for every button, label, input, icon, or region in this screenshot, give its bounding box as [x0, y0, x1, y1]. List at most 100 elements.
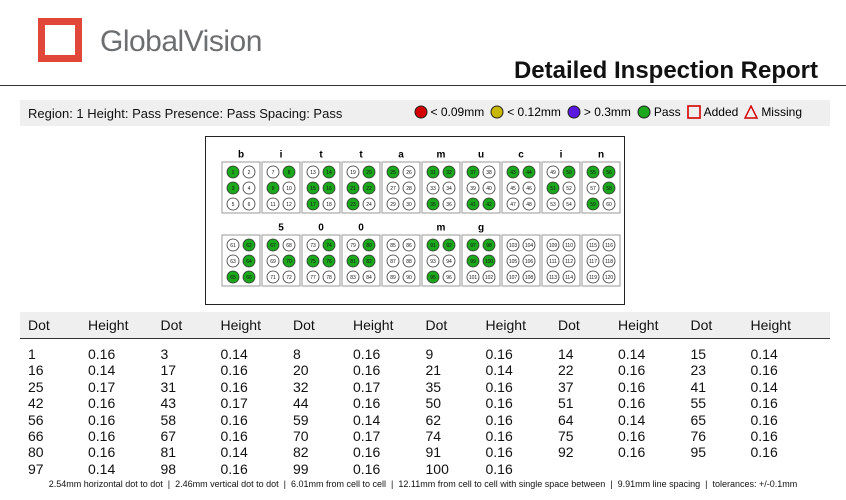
dot-number: 72	[286, 275, 292, 281]
braille-dot	[346, 238, 360, 252]
dot-cell: 98	[160, 460, 177, 477]
height-cell: 0.16	[353, 362, 381, 379]
braille-cell	[341, 234, 381, 287]
height-cell: 0.16	[220, 378, 248, 395]
dot-number: 25	[390, 170, 396, 176]
dot-number: 82	[366, 259, 372, 265]
dot-number: 18	[326, 202, 332, 208]
column-header: Height	[618, 317, 659, 333]
height-cell: 0.16	[618, 378, 646, 395]
height-cell: 0.14	[220, 444, 248, 461]
height-cell: 0.16	[88, 411, 116, 428]
height-cell: 0.16	[485, 460, 513, 477]
dot-number: 99	[470, 259, 476, 265]
dot-number: 111	[549, 259, 557, 265]
braille-cell	[541, 161, 581, 214]
legend-label: Missing	[761, 105, 802, 119]
braille-dot	[266, 197, 280, 211]
dot-number: 7	[272, 170, 275, 176]
height-cell: 0.14	[353, 411, 381, 428]
dot-cell: 31	[160, 378, 177, 395]
braille-dot	[442, 238, 456, 252]
height-cell: 0.16	[353, 395, 381, 412]
dot-cell: 20	[293, 362, 309, 379]
braille-dot	[546, 254, 560, 268]
braille-dot	[346, 181, 360, 195]
braille-dot	[306, 238, 320, 252]
dot-number: 81	[350, 259, 356, 265]
dot-number: 77	[310, 275, 316, 281]
legend-item: Pass	[637, 105, 681, 119]
braille-dot	[586, 181, 600, 195]
braille-dot	[562, 270, 576, 284]
braille-dot	[282, 254, 296, 268]
height-cell: 0.16	[750, 411, 778, 428]
braille-dot	[242, 270, 256, 284]
dot-number: 54	[566, 202, 572, 208]
legend-item: Added	[686, 105, 738, 119]
dot-number: 42	[486, 202, 492, 208]
braille-dot	[402, 254, 416, 268]
dot-cell: 58	[160, 411, 177, 428]
dot-number: 95	[430, 275, 436, 281]
height-cell: 0.16	[618, 362, 646, 379]
braille-cell	[261, 234, 301, 287]
braille-dot	[442, 197, 456, 211]
dot-number: 98	[486, 243, 492, 249]
braille-dot	[226, 238, 240, 252]
legend: < 0.09mm < 0.12mm > 0.3mm Pass Added Missing	[414, 105, 802, 119]
braille-dot	[242, 197, 256, 211]
dot-number: 80	[366, 243, 372, 249]
height-cell: 0.16	[220, 411, 248, 428]
column-header: Height	[88, 317, 129, 333]
dot-number: 88	[406, 259, 412, 265]
dot-number: 71	[270, 275, 276, 281]
legend-item: < 0.09mm	[414, 105, 484, 119]
dot-number: 69	[270, 259, 276, 265]
braille-cell	[381, 234, 421, 287]
dot-number: 2	[248, 170, 251, 176]
dot-number: 47	[510, 202, 516, 208]
braille-dot	[466, 254, 480, 268]
braille-cell	[221, 234, 261, 287]
dot-number: 11	[270, 202, 275, 208]
braille-dot	[586, 270, 600, 284]
braille-dot	[322, 270, 336, 284]
dot-cell: 44	[293, 395, 309, 412]
divider	[0, 85, 846, 86]
height-cell: 0.16	[88, 428, 116, 444]
braille-dot	[442, 165, 456, 179]
braille-dot	[562, 181, 576, 195]
height-cell: 0.17	[353, 378, 381, 395]
dot-number: 40	[486, 186, 492, 192]
braille-dot	[402, 270, 416, 284]
braille-dot	[226, 254, 240, 268]
height-cell: 0.16	[750, 444, 778, 461]
braille-dot	[266, 181, 280, 195]
braille-dot	[602, 181, 616, 195]
dot-number: 107	[509, 275, 518, 281]
braille-dot	[546, 270, 560, 284]
dot-cell: 21	[425, 362, 442, 379]
dot-number: 63	[230, 259, 236, 265]
dot-cell: 17	[160, 362, 177, 379]
height-cell: 0.16	[485, 428, 513, 444]
braille-dot	[482, 238, 496, 252]
dot-number: 58	[606, 186, 612, 192]
braille-dot	[282, 238, 296, 252]
height-cell: 0.16	[485, 346, 513, 362]
dot-number: 75	[310, 259, 316, 265]
column-header: Dot	[160, 317, 183, 333]
braille-dot	[282, 197, 296, 211]
braille-dot	[546, 181, 560, 195]
braille-dot	[242, 181, 256, 195]
dot-number: 90	[406, 275, 412, 281]
legend-marker	[490, 105, 504, 119]
column-header: Height	[220, 317, 261, 333]
braille-cell	[341, 161, 381, 214]
braille-dot	[322, 181, 336, 195]
dot-number: 117	[589, 259, 597, 265]
braille-dot	[322, 238, 336, 252]
dot-number: 86	[406, 243, 412, 249]
dot-cell: 100	[425, 460, 449, 477]
